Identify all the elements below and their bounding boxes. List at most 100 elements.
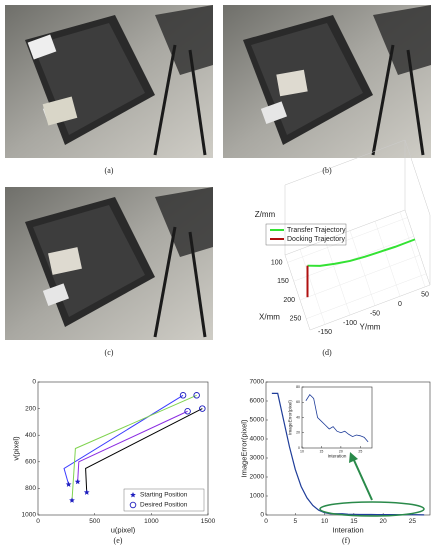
y-tick-label: 20	[296, 431, 300, 435]
x-tick-label: 100	[271, 259, 283, 266]
photo-b	[221, 3, 433, 160]
x-tick-label: 0	[264, 518, 268, 525]
desired-marker	[179, 392, 187, 399]
x-tick-label: 10	[321, 518, 329, 525]
desired-marker	[184, 408, 191, 415]
x-grid	[306, 273, 427, 319]
box-edge	[309, 284, 431, 331]
y-axis-label: v(pixel)	[12, 436, 21, 461]
box-edge	[404, 139, 431, 216]
y-tick-label: 800	[25, 485, 36, 492]
plots: 100150200250-150-100-50050X/mmY/mmZ/mmTr…	[12, 139, 431, 535]
box-edge	[284, 209, 406, 256]
x-tick-label: 0	[36, 518, 40, 525]
legend-marker	[129, 501, 137, 509]
x-axis-label: X/mm	[259, 313, 280, 322]
box-edge	[284, 254, 311, 331]
x-tick-label: 25	[409, 518, 417, 525]
start-marker	[74, 478, 81, 485]
caption: (f)	[342, 536, 350, 545]
box-edge	[404, 209, 431, 286]
y-tick-label: 7000	[250, 379, 265, 386]
x-tick-label: 200	[283, 297, 295, 304]
caption: (c)	[105, 348, 114, 357]
x-tick-label: 250	[290, 316, 302, 323]
box-edge	[284, 139, 406, 186]
legend-box	[265, 223, 347, 246]
y-grid	[299, 249, 326, 325]
y-tick-label: 0	[398, 301, 402, 308]
y-tick-label: 6000	[250, 398, 265, 405]
legend-label: Desired Position	[140, 502, 188, 509]
x-tick-label: 25	[358, 449, 362, 453]
y-tick-label: 50	[421, 292, 429, 299]
x-axis-label: Interation	[328, 454, 347, 459]
y-grid	[324, 239, 351, 316]
y-axis-label: Y/mm	[360, 323, 381, 332]
desired-marker	[199, 405, 206, 412]
x-grid	[287, 217, 408, 263]
y-tick-label: -50	[370, 310, 380, 317]
x-axis-label: u(pixel)	[111, 526, 136, 535]
y-grid	[374, 221, 401, 297]
legend-box	[123, 488, 205, 512]
y-axis-label: ImageError(pixel)	[288, 400, 293, 435]
x-tick-label: 20	[380, 518, 388, 525]
legend-label: Starting Position	[140, 492, 188, 499]
x-tick-label: 20	[339, 449, 343, 453]
x-tick-label: 15	[319, 449, 323, 453]
y-tick-label: -150	[318, 329, 332, 336]
y-tick-label: 5000	[250, 417, 265, 424]
plot-frame	[301, 386, 373, 449]
y-tick-label: 0	[32, 379, 36, 386]
trajectory	[71, 394, 197, 501]
legend-marker	[130, 492, 136, 498]
y-tick-label: 2000	[250, 474, 265, 481]
start-marker	[69, 497, 75, 503]
trajectory	[85, 408, 203, 493]
y-grid	[349, 230, 376, 306]
y-tick-label: 80	[296, 385, 300, 389]
start-marker	[65, 481, 72, 487]
trajectory	[63, 394, 184, 485]
desired-marker	[193, 392, 200, 399]
y-tick-label: 40	[296, 415, 300, 419]
x-axis-label: Interation	[332, 526, 363, 535]
x-tick-label: 5	[293, 518, 297, 525]
y-grid	[399, 211, 426, 287]
caption: (d)	[322, 348, 332, 357]
photo-c	[3, 185, 215, 342]
x-grid	[299, 254, 421, 301]
legend-label: Docking Trajectory	[287, 236, 345, 243]
annotation	[319, 452, 425, 517]
caption: (b)	[322, 166, 332, 175]
x-tick-label: 10	[300, 449, 304, 453]
y-tick-label: 0	[260, 512, 264, 519]
y-tick-label: 1000	[250, 493, 265, 500]
y-tick-label: 3000	[250, 455, 265, 462]
inset-line	[305, 393, 369, 443]
trajectory	[307, 238, 416, 267]
z-axis-label: Z/mm	[255, 210, 276, 219]
y-axis-label: ImageError(pixel)	[240, 419, 249, 477]
y-tick-label: 0	[298, 446, 300, 450]
start-marker	[83, 489, 90, 495]
y-tick-label: 600	[25, 459, 36, 466]
y-tick-label: -100	[343, 320, 357, 327]
x-tick-label: 15	[350, 518, 358, 525]
y-tick-label: 60	[296, 400, 300, 404]
trajectory	[77, 410, 188, 482]
y-tick-label: 1000	[22, 512, 37, 519]
y-tick-label: 200	[25, 405, 36, 412]
y-tick-label: 4000	[250, 436, 265, 443]
photo-a	[3, 3, 215, 160]
x-grid	[293, 236, 414, 282]
x-tick-label: 1000	[144, 518, 159, 525]
caption: (a)	[105, 166, 114, 175]
x-tick-label: 500	[89, 518, 100, 525]
caption: (e)	[114, 536, 123, 545]
y-tick-label: 400	[25, 432, 36, 439]
legend-label: Transfer Trajectory	[287, 227, 346, 234]
x-tick-label: 1500	[201, 518, 216, 525]
